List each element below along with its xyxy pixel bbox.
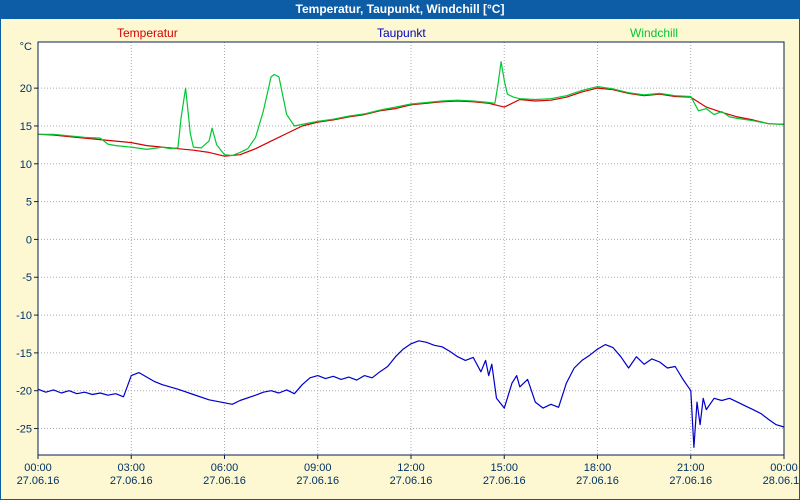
ytick-label: -25 <box>16 424 32 436</box>
xtick-time-label: 00:00 <box>770 462 798 474</box>
ytick-label: 10 <box>20 159 32 171</box>
ytick-label: 15 <box>20 121 32 133</box>
legend-temperatur: Temperatur <box>117 26 178 40</box>
xtick-time-label: 00:00 <box>24 462 52 474</box>
xtick-date-label: 27.06.16 <box>669 475 712 487</box>
series-line-taupunkt <box>37 340 785 448</box>
xtick-time-label: 15:00 <box>490 462 518 474</box>
xtick-time-label: 18:00 <box>584 462 612 474</box>
plot-area <box>38 42 784 455</box>
xtick-date-label: 27.06.16 <box>483 475 526 487</box>
ytick-label: -5 <box>22 272 32 284</box>
legend-taupunkt: Taupunkt <box>377 26 426 40</box>
y-axis-unit: °C <box>20 41 32 53</box>
ytick-label: 5 <box>26 197 32 209</box>
window-title: Temperatur, Taupunkt, Windchill [°C] <box>0 0 800 19</box>
xtick-time-label: 12:00 <box>397 462 425 474</box>
xtick-date-label: 27.06.16 <box>576 475 619 487</box>
ytick-label: 0 <box>26 234 32 246</box>
ytick-label: 20 <box>20 83 32 95</box>
xtick-date-label: 28.06.16 <box>763 475 800 487</box>
xtick-date-label: 27.06.16 <box>203 475 246 487</box>
ytick-label: -20 <box>16 386 32 398</box>
xtick-date-label: 27.06.16 <box>390 475 433 487</box>
xtick-time-label: 03:00 <box>117 462 145 474</box>
series-line-windchill <box>38 61 785 157</box>
xtick-time-label: 06:00 <box>211 462 239 474</box>
xtick-date-label: 27.06.16 <box>17 475 60 487</box>
ytick-label: -10 <box>16 310 32 322</box>
xtick-date-label: 27.06.16 <box>110 475 153 487</box>
xtick-time-label: 21:00 <box>677 462 705 474</box>
legend-windchill: Windchill <box>630 26 679 40</box>
xtick-time-label: 09:00 <box>304 462 332 474</box>
ytick-label: -15 <box>16 348 32 360</box>
plot-border <box>37 41 785 456</box>
xtick-date-label: 27.06.16 <box>296 475 339 487</box>
